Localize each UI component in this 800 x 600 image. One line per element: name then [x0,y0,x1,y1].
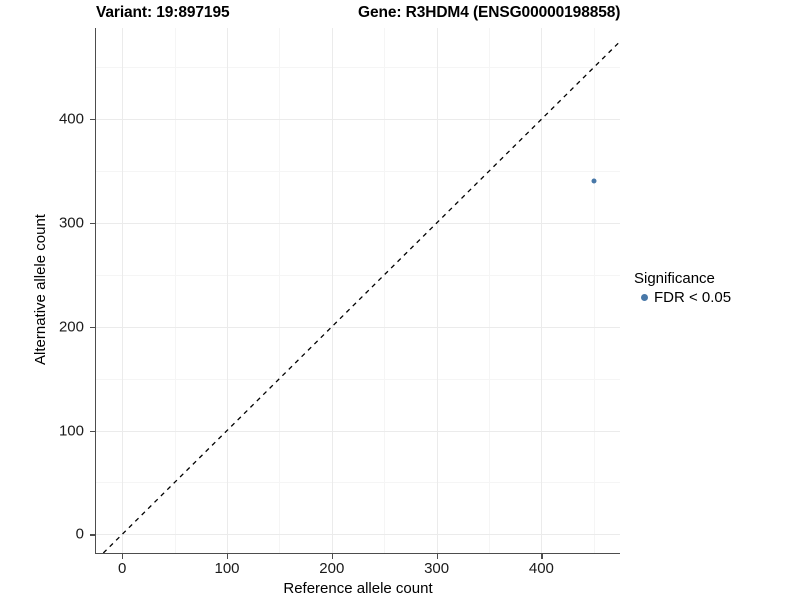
x-ticklabel-200: 200 [319,560,345,577]
x-tick-100 [227,554,229,559]
y-tick-300 [90,223,95,225]
identity-line [102,41,621,554]
x-ticklabel-300: 300 [424,560,450,577]
y-tick-400 [90,119,95,121]
gridline-major-y-300 [96,223,620,225]
x-axis-title: Reference allele count [283,580,433,597]
gridline-major-x-300 [436,28,438,553]
x-ticklabel-400: 400 [528,560,554,577]
x-axis-line [95,552,620,554]
x-ticklabel-0: 0 [118,560,127,577]
plot-panel [96,28,621,554]
legend: Significance FDR < 0.05 [634,270,794,307]
legend-marker-circle-icon [636,290,652,306]
data-points-layer [96,28,620,553]
gridline-major-y-0 [96,534,620,536]
x-tick-0 [122,554,124,559]
legend-item-0[interactable]: FDR < 0.05 [636,288,794,307]
gridline-minor-x-450 [593,28,595,553]
gridline-minor-x-250 [384,28,386,553]
gridline-minor-y-50 [96,482,620,484]
gridline-major-y-100 [96,430,620,432]
figure-title-row: Variant: 19:897195 Gene: R3HDM4 (ENSG000… [0,4,720,26]
y-axis-line [95,28,97,554]
gridline-minor-y-450 [96,67,620,69]
gridline-minor-y-350 [96,171,620,173]
x-tick-300 [436,554,438,559]
gridline-major-x-400 [541,28,543,553]
legend-entries: FDR < 0.05 [634,288,794,307]
legend-title: Significance [634,270,715,287]
y-ticklabel-200: 200 [58,318,84,336]
gridline-minor-y-250 [96,274,620,276]
y-tick-100 [90,430,95,432]
gene-title: Gene: R3HDM4 (ENSG00000198858) [358,4,621,21]
x-tick-400 [541,554,543,559]
x-tick-200 [331,554,333,559]
y-tick-200 [90,326,95,328]
y-tick-0 [90,534,95,536]
gridline-minor-y-150 [96,378,620,380]
y-axis-title: Alternative allele count [32,214,49,365]
gridline-minor-x-150 [279,28,281,553]
gridline-major-x-0 [122,28,124,553]
gridline-major-x-200 [331,28,333,553]
variant-title: Variant: 19:897195 [96,4,230,21]
legend-dot [640,294,648,301]
gridline-minor-x-50 [174,28,176,553]
gridline-major-y-400 [96,119,620,121]
gridline-major-x-100 [227,28,228,553]
y-ticklabel-0: 0 [75,525,84,543]
reference-line-layer [102,41,621,554]
gridline-major-y-200 [96,326,620,328]
gridline-minor-x-350 [489,28,490,553]
legend-item-label: FDR < 0.05 [654,289,732,306]
x-ticklabel-100: 100 [214,560,240,577]
y-ticklabel-400: 400 [58,110,84,128]
y-ticklabel-100: 100 [58,422,84,440]
y-ticklabel-300: 300 [58,214,84,232]
data-point[interactable] [591,178,597,184]
